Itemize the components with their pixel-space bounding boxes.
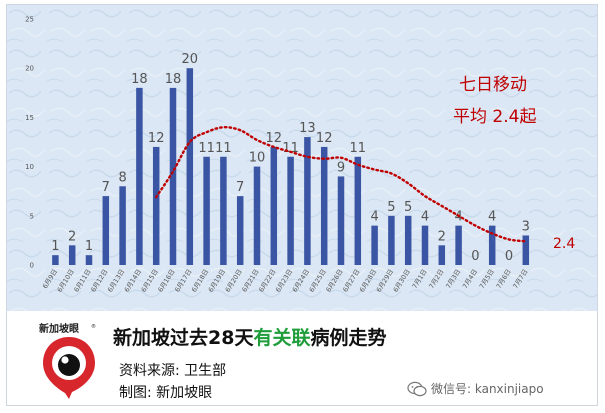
bar: [85, 255, 93, 265]
bar: [119, 186, 126, 265]
bar: [236, 196, 244, 265]
bar-value-label: 4: [488, 210, 496, 225]
bar-value-label: 18: [165, 72, 182, 87]
bar-value-label: 18: [131, 72, 148, 87]
title-highlight: 有关联: [253, 327, 311, 349]
chart-axes: 0 5 10 15 20 25: [25, 16, 34, 270]
bar: [354, 156, 362, 265]
bars: [52, 68, 530, 265]
bar: [304, 137, 311, 265]
bar: [404, 215, 412, 265]
bar-value-label: 8: [118, 170, 126, 185]
bar: [438, 245, 446, 265]
bar: [203, 156, 210, 265]
y-tick-label: 10: [25, 163, 34, 171]
y-tick-label: 0: [30, 262, 34, 270]
bar: [337, 176, 345, 265]
bar-value-label: 12: [266, 131, 283, 146]
bar: [152, 146, 160, 265]
logo-highlight: [61, 356, 69, 364]
bar-value-label: 11: [215, 141, 232, 156]
moving-average-line: [155, 125, 527, 243]
bar-value-label: 5: [404, 200, 412, 215]
bar: [371, 225, 378, 265]
bar-value-label: 3: [522, 219, 530, 234]
source-credit: 资料来源: 卫生部: [119, 363, 227, 379]
bar-value-label: 11: [198, 141, 215, 156]
bar-value-label: 7: [102, 180, 110, 195]
xinjiapo-eye-logo: 新加坡眼 ®: [39, 322, 96, 399]
bar-value-label: 0: [471, 249, 479, 264]
y-tick-label: 15: [25, 114, 34, 122]
bar: [186, 68, 194, 265]
bar-value-label: 20: [182, 52, 199, 67]
bar-value-label: 10: [249, 151, 266, 166]
bar-value-label: 0: [505, 249, 513, 264]
bar: [253, 166, 261, 265]
bar-value-label: 2: [438, 229, 446, 244]
logo-text: 新加坡眼: [39, 322, 79, 335]
y-tick-label: 25: [25, 16, 34, 24]
moving-average-label-line1: 七日移动: [459, 75, 527, 95]
chart-frame: 0 5 10 15 20 25 1 2 1 7 8 18 12 18 20 11 11 7 10 12 11 13 12 9…: [6, 4, 598, 406]
bar: [169, 87, 177, 265]
title-suffix: 病例走势: [310, 327, 387, 349]
y-tick-label: 5: [30, 212, 34, 220]
bar: [52, 255, 59, 265]
bar-value-label: 12: [148, 131, 165, 146]
chart-title: 新加坡过去28天有关联病例走势: [113, 323, 386, 350]
bar: [220, 156, 227, 265]
maker-credit: 制图: 新加坡眼: [119, 385, 213, 401]
bar: [455, 225, 462, 265]
chart-background: [7, 5, 597, 311]
logo-registered-mark: ®: [91, 323, 96, 330]
bar-value-label: 5: [387, 200, 395, 215]
bar: [68, 245, 76, 265]
title-prefix: 新加坡过去28天: [113, 327, 254, 349]
logo-pupil: [58, 354, 80, 376]
bar: [136, 87, 143, 265]
wechat-id: 微信号: kanxinjiapo: [431, 382, 544, 396]
wechat-watermark: 微信号: kanxinjiapo: [407, 380, 544, 397]
bar: [287, 156, 294, 265]
bar-value-label: 4: [370, 210, 378, 225]
bar: [522, 235, 530, 265]
bar-value-label: 2: [68, 229, 76, 244]
bar-value-label: 4: [421, 210, 429, 225]
bar-value-label: 11: [350, 141, 367, 156]
bar-value-label: 1: [51, 239, 59, 254]
bar: [488, 225, 496, 265]
bar-value-label: 13: [299, 121, 316, 136]
bar-value-label: 1: [85, 239, 93, 254]
bar: [102, 196, 110, 265]
bar-value-label: 12: [316, 131, 333, 146]
footer-panel: 新加坡眼 ® 新加坡过去28天有关联病例走势 资料来源: 卫生部 制图: 新加坡…: [7, 311, 597, 405]
moving-average-label-line2: 平均 2.4起: [453, 107, 536, 127]
y-tick-label: 20: [25, 65, 34, 73]
bar: [388, 215, 395, 265]
bar: [320, 146, 328, 265]
bar-value-label: 7: [236, 180, 244, 195]
moving-average-end-label: 2.4: [553, 236, 575, 252]
bar-value-label: 9: [337, 160, 345, 175]
wechat-icon: [407, 381, 427, 396]
bar: [421, 225, 429, 265]
bar: [270, 146, 278, 265]
